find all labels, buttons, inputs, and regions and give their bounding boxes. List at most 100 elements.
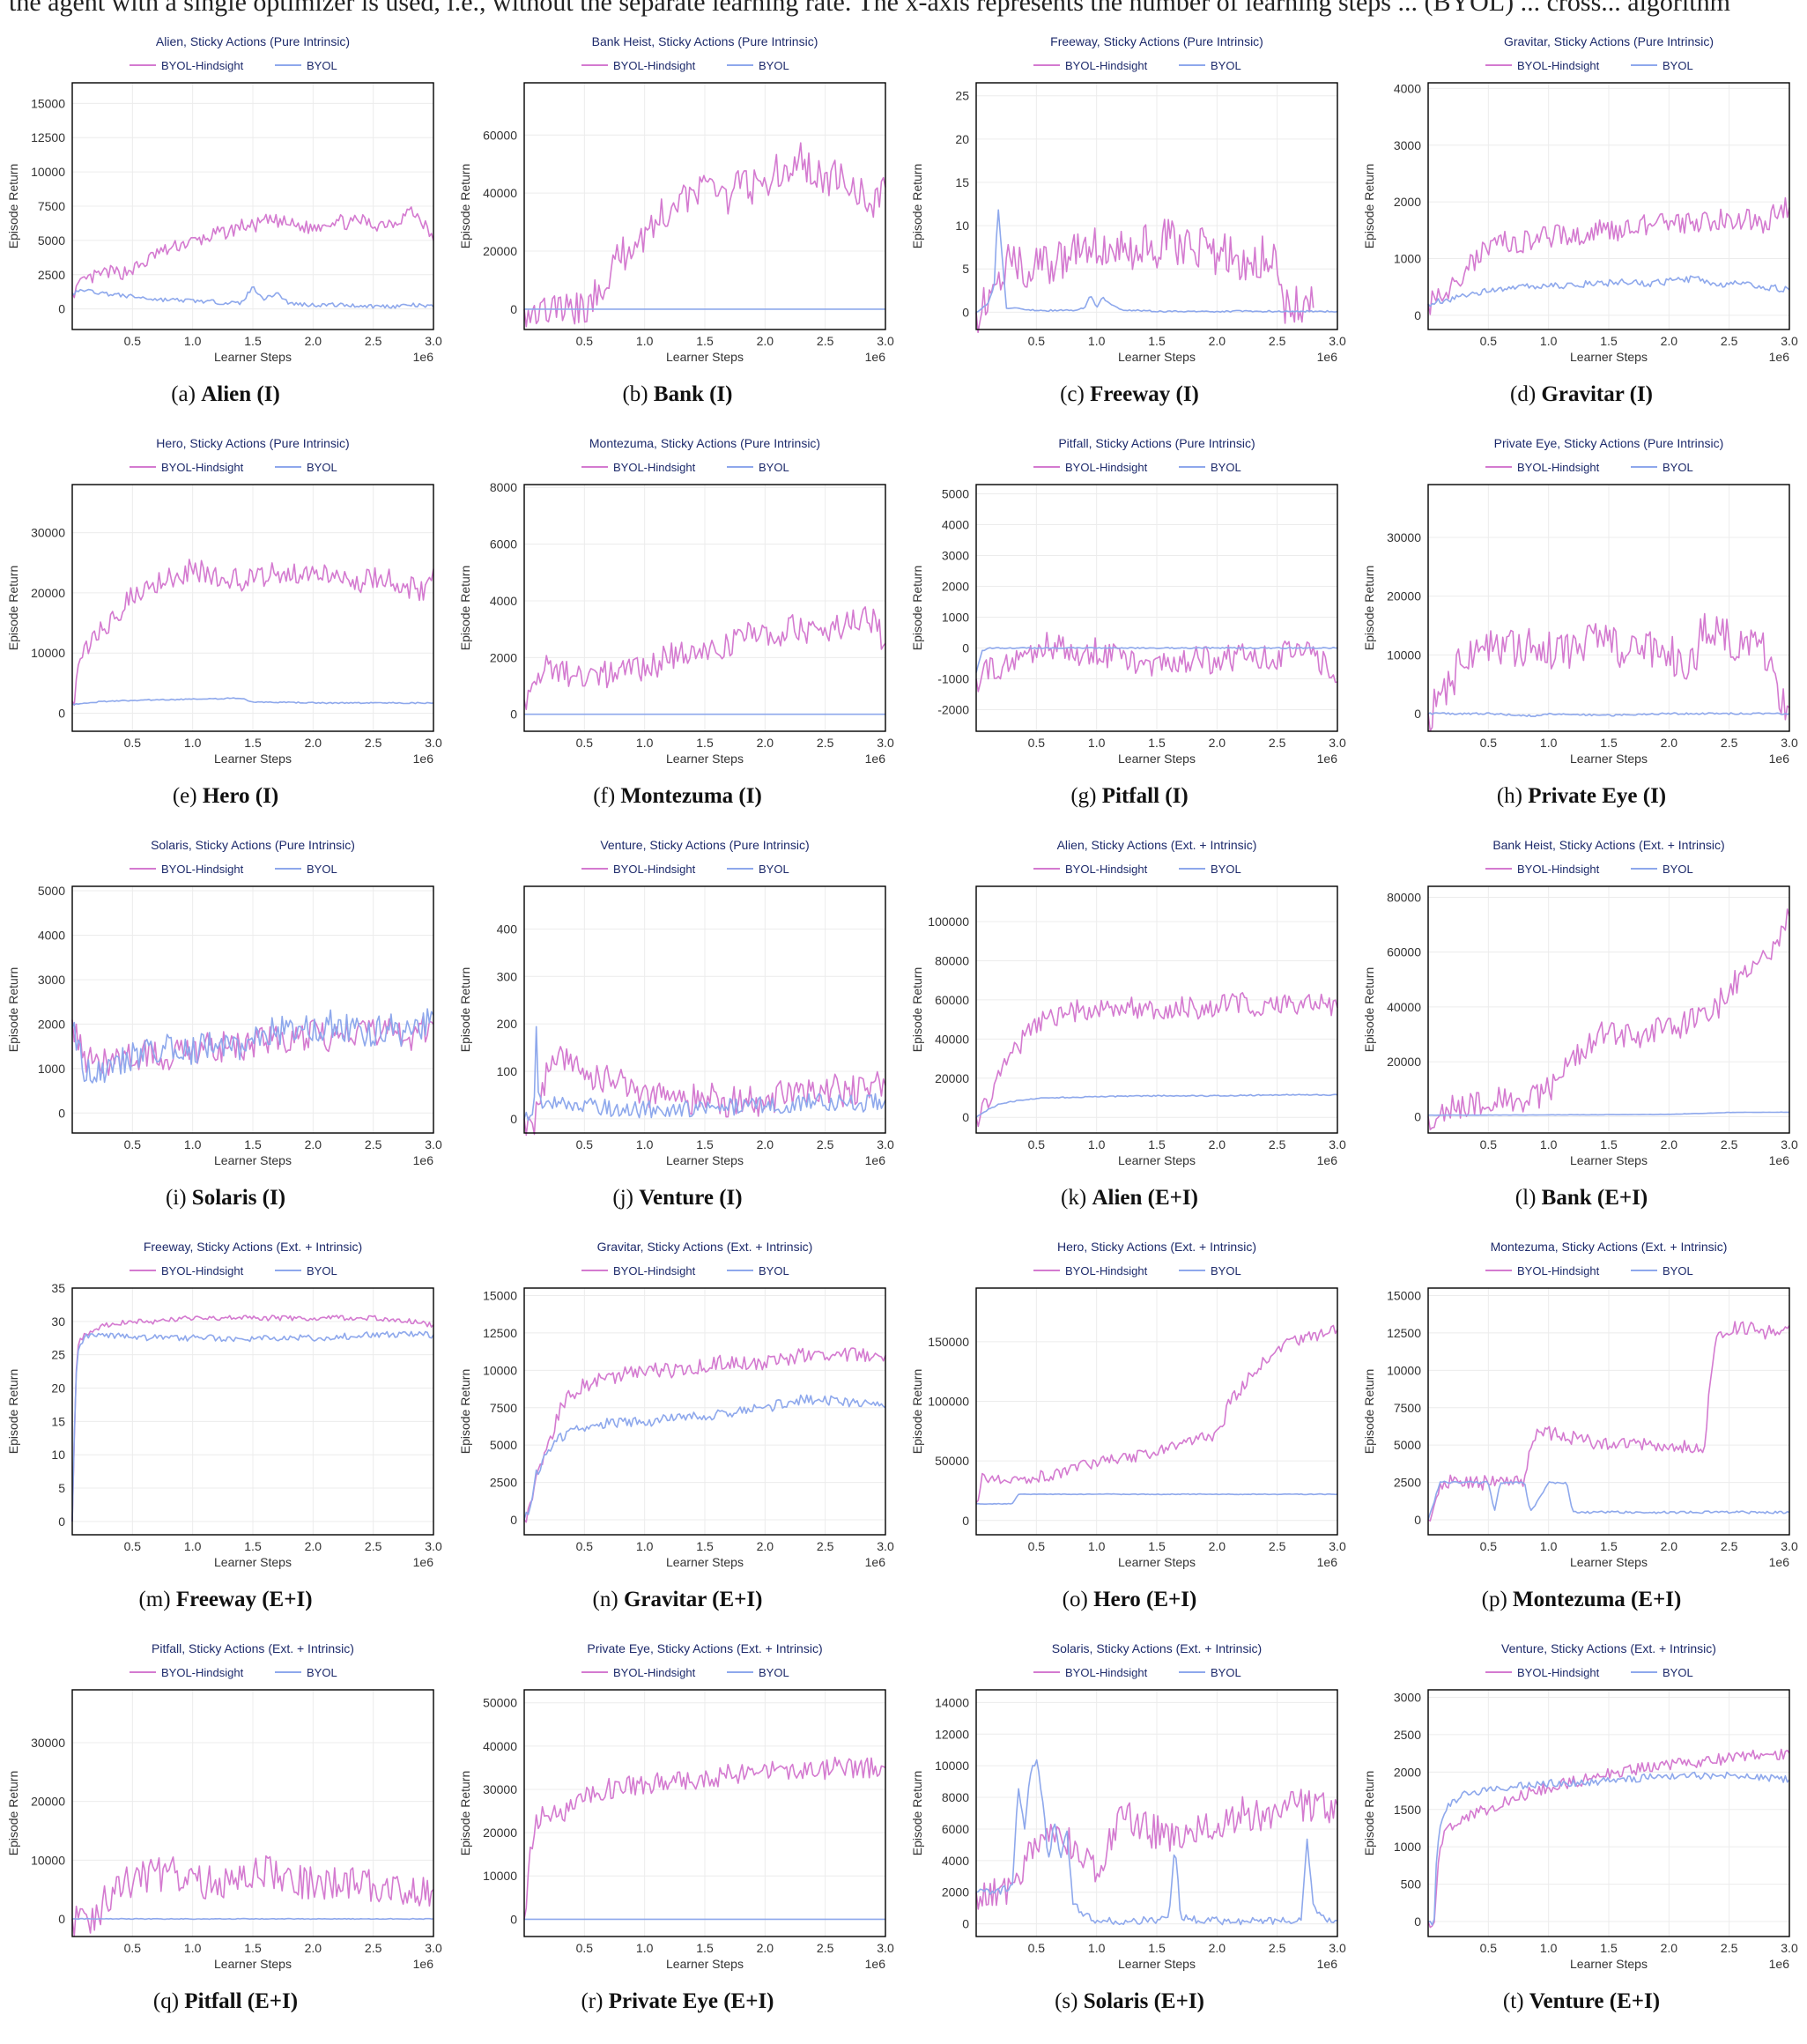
legend-entry: BYOL-Hindsight <box>613 1666 696 1679</box>
x-axis-multiplier: 1e6 <box>1317 1153 1338 1167</box>
y-tick-label: 10 <box>955 218 969 233</box>
x-axis-label: Learner Steps <box>1118 1957 1196 1971</box>
x-tick-label: 2.0 <box>1209 334 1226 348</box>
x-tick-label: 0.5 <box>1480 736 1498 750</box>
chart-panel: Venture, Sticky Actions (Pure Intrinsic)… <box>452 835 903 1237</box>
plot-frame <box>1427 885 1790 1134</box>
series-line <box>1427 712 1790 717</box>
subfigure-caption: (g) Pitfall (I) <box>904 784 1355 809</box>
x-tick-label: 1.0 <box>184 1137 202 1152</box>
plot-frame <box>71 885 434 1134</box>
caption-letter: (s) <box>1055 1989 1084 2013</box>
chart-svg: Bank Heist, Sticky Actions (Pure Intrins… <box>458 34 894 364</box>
x-tick-label: 1.5 <box>696 1941 714 1955</box>
x-tick-label: 1.0 <box>636 1539 654 1553</box>
series-line <box>975 1759 1338 1926</box>
x-tick-label: 1.5 <box>244 736 262 750</box>
caption-letter: (r) <box>581 1989 609 2013</box>
x-axis-multiplier: 1e6 <box>865 350 886 364</box>
x-tick-label: 3.0 <box>1781 1539 1798 1553</box>
y-tick-label: 30 <box>51 1315 65 1329</box>
y-tick-label: 10000 <box>31 646 65 660</box>
y-tick-label: 5 <box>962 262 969 276</box>
x-axis-label: Learner Steps <box>1570 752 1648 766</box>
x-tick-label: 1.5 <box>696 736 714 750</box>
caption-letter: (o) <box>1062 1588 1094 1611</box>
x-axis-multiplier: 1e6 <box>413 350 434 364</box>
y-tick-label: 4000 <box>38 928 65 942</box>
x-tick-label: 2.0 <box>757 1137 774 1152</box>
caption-name: Gravitar (E+I) <box>623 1588 763 1611</box>
y-tick-label: 12000 <box>935 1727 969 1741</box>
series-line <box>1427 612 1790 732</box>
series-line <box>523 1394 886 1521</box>
x-tick-label: 1.5 <box>1148 1539 1166 1553</box>
series-line <box>71 1315 434 1522</box>
legend-entry: BYOL-Hindsight <box>1517 461 1600 474</box>
subfigure-caption: (d) Gravitar (I) <box>1356 382 1807 407</box>
x-tick-label: 2.0 <box>305 1941 322 1955</box>
y-tick-label: 5000 <box>38 233 65 248</box>
x-axis-label: Learner Steps <box>666 752 744 766</box>
x-tick-label: 2.0 <box>305 334 322 348</box>
y-tick-label: 1500 <box>1394 1803 1421 1817</box>
subfigure-caption: (p) Montezuma (E+I) <box>1356 1588 1807 1612</box>
y-tick-label: 25 <box>955 89 969 103</box>
chart-title: Solaris, Sticky Actions (Pure Intrinsic) <box>151 838 355 852</box>
y-tick-label: 12500 <box>1387 1326 1421 1340</box>
series-line <box>1427 1748 1790 1929</box>
series-line <box>975 209 1338 314</box>
x-tick-label: 3.0 <box>1329 334 1346 348</box>
chart-panel: Freeway, Sticky Actions (Ext. + Intrinsi… <box>0 1237 451 1639</box>
x-tick-label: 2.5 <box>365 736 382 750</box>
x-tick-label: 1.5 <box>696 1539 714 1553</box>
caption-letter: (j) <box>612 1186 640 1210</box>
y-axis-label: Episode Return <box>6 1771 20 1856</box>
chart-title: Pitfall, Sticky Actions (Ext. + Intrinsi… <box>152 1641 354 1655</box>
chart-title: Hero, Sticky Actions (Pure Intrinsic) <box>156 436 349 450</box>
plot-frame <box>1427 82 1790 330</box>
x-axis-multiplier: 1e6 <box>865 1153 886 1167</box>
x-tick-label: 0.5 <box>1028 334 1046 348</box>
y-tick-label: 5000 <box>1394 1438 1421 1452</box>
y-tick-label: 1000 <box>38 1062 65 1076</box>
y-axis-label: Episode Return <box>910 164 924 249</box>
y-tick-label: 60000 <box>1387 945 1421 959</box>
legend-entry: BYOL-Hindsight <box>1065 1666 1148 1679</box>
y-tick-label: 7500 <box>1394 1401 1421 1415</box>
x-tick-label: 2.0 <box>1661 736 1678 750</box>
y-tick-label: -1000 <box>937 672 969 686</box>
chart-title: Gravitar, Sticky Actions (Ext. + Intrins… <box>597 1240 813 1254</box>
legend-entry: BYOL <box>1211 461 1241 474</box>
subfigure-caption: (q) Pitfall (E+I) <box>0 1989 451 2014</box>
y-tick-label: 15000 <box>31 96 65 110</box>
series-line <box>71 1917 434 1921</box>
caption-name: Pitfall (I) <box>1101 784 1189 808</box>
x-tick-label: 0.5 <box>1480 1539 1498 1553</box>
caption-name: Bank (I) <box>653 382 733 406</box>
x-tick-label: 3.0 <box>425 736 442 750</box>
plot-frame <box>1427 1689 1790 1937</box>
x-tick-label: 1.0 <box>1088 1941 1106 1955</box>
legend-entry: BYOL-Hindsight <box>613 1264 696 1278</box>
y-tick-label: 40000 <box>1387 1000 1421 1014</box>
x-axis-label: Learner Steps <box>1570 1555 1648 1569</box>
y-tick-label: 500 <box>1401 1877 1422 1892</box>
chart-svg: Venture, Sticky Actions (Pure Intrinsic)… <box>458 838 894 1167</box>
y-tick-label: 10000 <box>483 1869 517 1883</box>
chart-title: Pitfall, Sticky Actions (Pure Intrinsic) <box>1058 436 1255 450</box>
chart-title: Bank Heist, Sticky Actions (Ext. + Intri… <box>1492 838 1724 852</box>
y-tick-label: 2000 <box>490 650 517 664</box>
y-axis-label: Episode Return <box>1362 164 1376 249</box>
legend-entry: BYOL-Hindsight <box>161 1666 244 1679</box>
x-tick-label: 1.0 <box>1540 1137 1558 1152</box>
y-tick-label: 7500 <box>490 1401 517 1415</box>
y-axis-label: Episode Return <box>6 164 20 249</box>
x-tick-label: 2.5 <box>1721 334 1738 348</box>
y-tick-label: 8000 <box>490 480 517 494</box>
x-tick-label: 0.5 <box>124 334 142 348</box>
y-axis-label: Episode Return <box>6 1369 20 1455</box>
legend-entry: BYOL <box>1663 863 1693 876</box>
y-tick-label: 10000 <box>483 1363 517 1377</box>
y-tick-label: 80000 <box>1387 890 1421 904</box>
